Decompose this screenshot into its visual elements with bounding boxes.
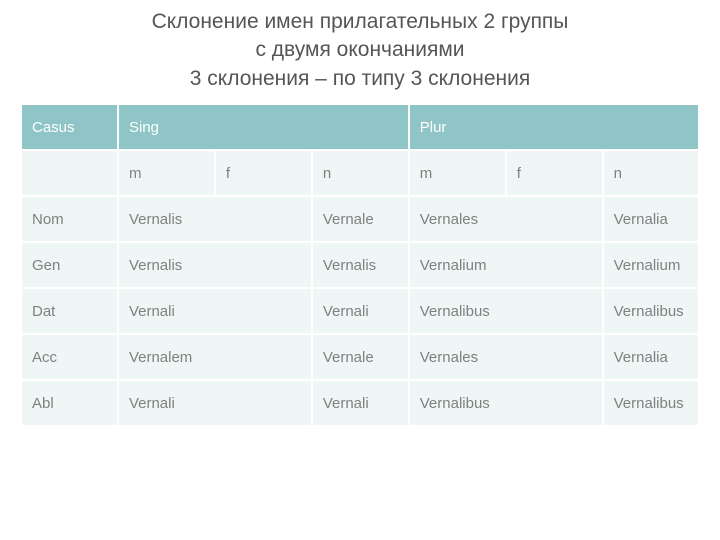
gender-plur-f: f <box>507 151 602 195</box>
plur-mf-cell: Vernales <box>410 335 602 379</box>
table-row: Dat Vernali Vernali Vernalibus Vernalibu… <box>22 289 698 333</box>
sing-mf-cell: Vernali <box>119 289 311 333</box>
title-line-3: 3 склонения – по типу 3 склонения <box>190 67 530 90</box>
plur-n-cell: Vernalibus <box>604 289 698 333</box>
gender-sing-m: m <box>119 151 214 195</box>
title-line-2: с двумя окончаниями <box>255 38 464 61</box>
table-body: Nom Vernalis Vernale Vernales Vernalia G… <box>22 197 698 425</box>
plur-mf-cell: Vernales <box>410 197 602 241</box>
header-casus: Casus <box>22 105 117 149</box>
casus-cell: Gen <box>22 243 117 287</box>
gender-plur-n: n <box>604 151 698 195</box>
header-plur: Plur <box>410 105 698 149</box>
sing-mf-cell: Vernalis <box>119 243 311 287</box>
casus-cell: Dat <box>22 289 117 333</box>
gender-plur-m: m <box>410 151 505 195</box>
sing-n-cell: Vernale <box>313 335 408 379</box>
plur-mf-cell: Vernalium <box>410 243 602 287</box>
gender-sing-f: f <box>216 151 311 195</box>
sing-mf-cell: Vernalem <box>119 335 311 379</box>
title-line-1: Склонение имен прилагательных 2 группы <box>152 10 569 33</box>
sing-mf-cell: Vernali <box>119 381 311 425</box>
header-sing: Sing <box>119 105 408 149</box>
casus-cell: Nom <box>22 197 117 241</box>
sing-n-cell: Vernale <box>313 197 408 241</box>
plur-mf-cell: Vernalibus <box>410 381 602 425</box>
sing-mf-cell: Vernalis <box>119 197 311 241</box>
table-row: Abl Vernali Vernali Vernalibus Vernalibu… <box>22 381 698 425</box>
sing-n-cell: Vernalis <box>313 243 408 287</box>
plur-n-cell: Vernalia <box>604 197 698 241</box>
plur-n-cell: Vernalibus <box>604 381 698 425</box>
table-gender-row: m f n m f n <box>22 151 698 195</box>
plur-n-cell: Vernalia <box>604 335 698 379</box>
page-title: Склонение имен прилагательных 2 группы с… <box>20 8 700 93</box>
casus-cell: Acc <box>22 335 117 379</box>
table-row: Nom Vernalis Vernale Vernales Vernalia <box>22 197 698 241</box>
gender-sing-n: n <box>313 151 408 195</box>
declension-table: Casus Sing Plur m f n m f n Nom Vernalis… <box>20 103 700 427</box>
gender-blank <box>22 151 117 195</box>
casus-cell: Abl <box>22 381 117 425</box>
plur-n-cell: Vernalium <box>604 243 698 287</box>
sing-n-cell: Vernali <box>313 289 408 333</box>
table-row: Gen Vernalis Vernalis Vernalium Vernaliu… <box>22 243 698 287</box>
table-header-row: Casus Sing Plur <box>22 105 698 149</box>
plur-mf-cell: Vernalibus <box>410 289 602 333</box>
sing-n-cell: Vernali <box>313 381 408 425</box>
table-row: Acc Vernalem Vernale Vernales Vernalia <box>22 335 698 379</box>
